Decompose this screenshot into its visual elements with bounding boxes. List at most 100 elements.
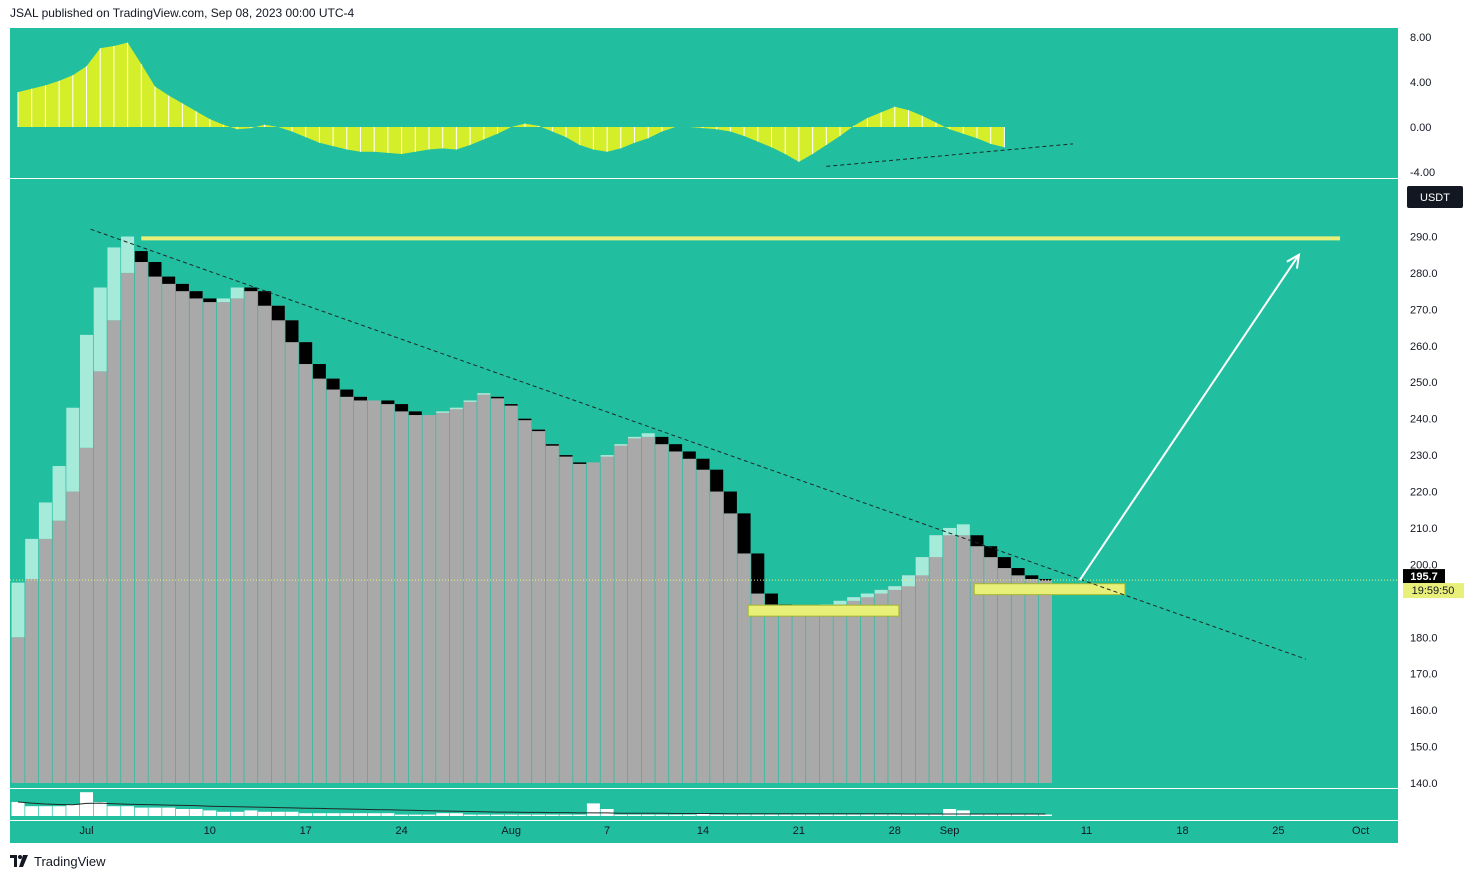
volume-bar: [682, 814, 696, 816]
price-bar-fall-segment: [244, 287, 258, 292]
price-bar: [573, 462, 587, 783]
price-axis-tick-label: 240.0: [1410, 414, 1438, 426]
price-bar-fall-segment: [545, 444, 559, 446]
price-axis-tick-label: 200.0: [1410, 559, 1438, 571]
volume-bar: [586, 803, 600, 816]
price-bar: [559, 455, 573, 783]
volume-bar: [271, 811, 285, 816]
price-bar-fall-segment: [395, 404, 409, 412]
volume-bar: [134, 807, 148, 816]
volume-bar: [52, 806, 66, 816]
volume-bar: [408, 814, 422, 816]
price-bar: [696, 469, 710, 783]
price-bar-fall-segment: [285, 320, 299, 343]
price-bar: [943, 527, 957, 783]
projection-arrow: [1078, 254, 1300, 581]
price-bar: [984, 557, 998, 783]
price-bar: [723, 513, 737, 783]
price-axis-tick-label: 290.0: [1410, 232, 1438, 244]
price-axis-tick-label: 180.0: [1410, 632, 1438, 644]
volume-panel: [11, 792, 1052, 816]
footer-brand-text: TradingView: [34, 853, 106, 869]
volume-bar: [299, 813, 313, 816]
price-bar-fall-segment: [532, 429, 546, 432]
price-bar: [956, 535, 970, 783]
price-bar-fall-segment: [148, 262, 162, 277]
price-bar-rise-segment: [38, 502, 52, 539]
volume-bar: [189, 809, 203, 816]
volume-bar: [833, 814, 847, 816]
currency-label-text: USDT: [1420, 192, 1450, 204]
bar-countdown: 19:59:50: [1412, 585, 1455, 597]
price-bar: [765, 604, 778, 783]
volume-bar: [997, 814, 1011, 816]
price-axis-tick-label: 210.0: [1410, 523, 1438, 535]
price-bar: [25, 578, 39, 783]
price-bar-fall-segment: [984, 546, 998, 558]
price-axis-tick-label: 170.0: [1410, 669, 1438, 681]
volume-bar: [902, 814, 915, 816]
support-zone: [747, 604, 900, 617]
price-bar: [285, 320, 299, 783]
price-bar-rise-segment: [641, 433, 655, 437]
price-bar: [710, 491, 724, 783]
price-axis-tick-label: 280.0: [1410, 268, 1438, 280]
price-bar-rise-segment: [956, 524, 970, 536]
volume-bar: [395, 814, 409, 816]
price-bar: [449, 407, 463, 783]
price-bar-fall-segment: [559, 455, 573, 457]
price-bar: [299, 342, 313, 783]
volume-bar: [367, 813, 381, 816]
volume-bar: [38, 806, 52, 816]
volume-bar: [984, 814, 998, 816]
price-bar-fall-segment: [504, 404, 518, 406]
time-axis-tick-label: Oct: [1352, 825, 1369, 837]
volume-bar: [723, 814, 737, 816]
price-bar: [93, 371, 107, 783]
volume-bar: [696, 813, 710, 816]
volume-bar: [162, 807, 176, 816]
price-axis-tick-label: 270.0: [1410, 304, 1438, 316]
volume-bar: [778, 814, 792, 816]
publisher-line: JSAL published on TradingView.com, Sep 0…: [10, 6, 355, 20]
volume-bar: [230, 811, 244, 816]
time-axis-tick-label: 28: [889, 825, 901, 837]
price-bar-rise-segment: [874, 589, 888, 594]
price-bar: [52, 520, 66, 783]
price-bar-rise-segment: [915, 557, 929, 576]
price-bar-rise-segment: [833, 600, 847, 605]
volume-bar: [614, 814, 628, 816]
price-bar: [162, 276, 176, 783]
tradingview-logo-icon: [10, 855, 28, 867]
price-bar-fall-segment: [381, 400, 395, 405]
price-bar: [545, 444, 559, 783]
price-bar-fall-segment: [655, 436, 669, 445]
price-bar-fall-segment: [573, 462, 587, 464]
footer-brand-block[interactable]: TradingView: [10, 852, 106, 870]
volume-bar: [1025, 814, 1039, 816]
price-bar: [436, 411, 450, 783]
currency-label[interactable]: USDT: [1407, 186, 1463, 208]
volume-average-line: [17, 801, 1046, 815]
price-bar-rise-segment: [80, 334, 93, 448]
price-bar: [463, 400, 477, 783]
volume-bar: [655, 814, 669, 816]
volume-bar: [436, 813, 450, 816]
time-axis-tick-label: 17: [300, 825, 312, 837]
volume-bar: [847, 814, 861, 816]
price-bar-fall-segment: [737, 513, 751, 554]
price-bar: [532, 429, 546, 783]
price-bar: [134, 251, 148, 784]
price-bar: [860, 593, 874, 783]
price-axis-tick-label: 160.0: [1410, 705, 1438, 717]
price-bar-fall-segment: [518, 418, 532, 421]
volume-bar: [792, 814, 806, 816]
price-bar-fall-segment: [710, 469, 724, 492]
price-bar: [833, 600, 847, 783]
price-bar: [888, 586, 902, 783]
price-bar: [792, 615, 806, 783]
price-bar: [121, 272, 135, 783]
price-bar-fall-segment: [134, 251, 148, 263]
price-bar: [847, 597, 861, 783]
